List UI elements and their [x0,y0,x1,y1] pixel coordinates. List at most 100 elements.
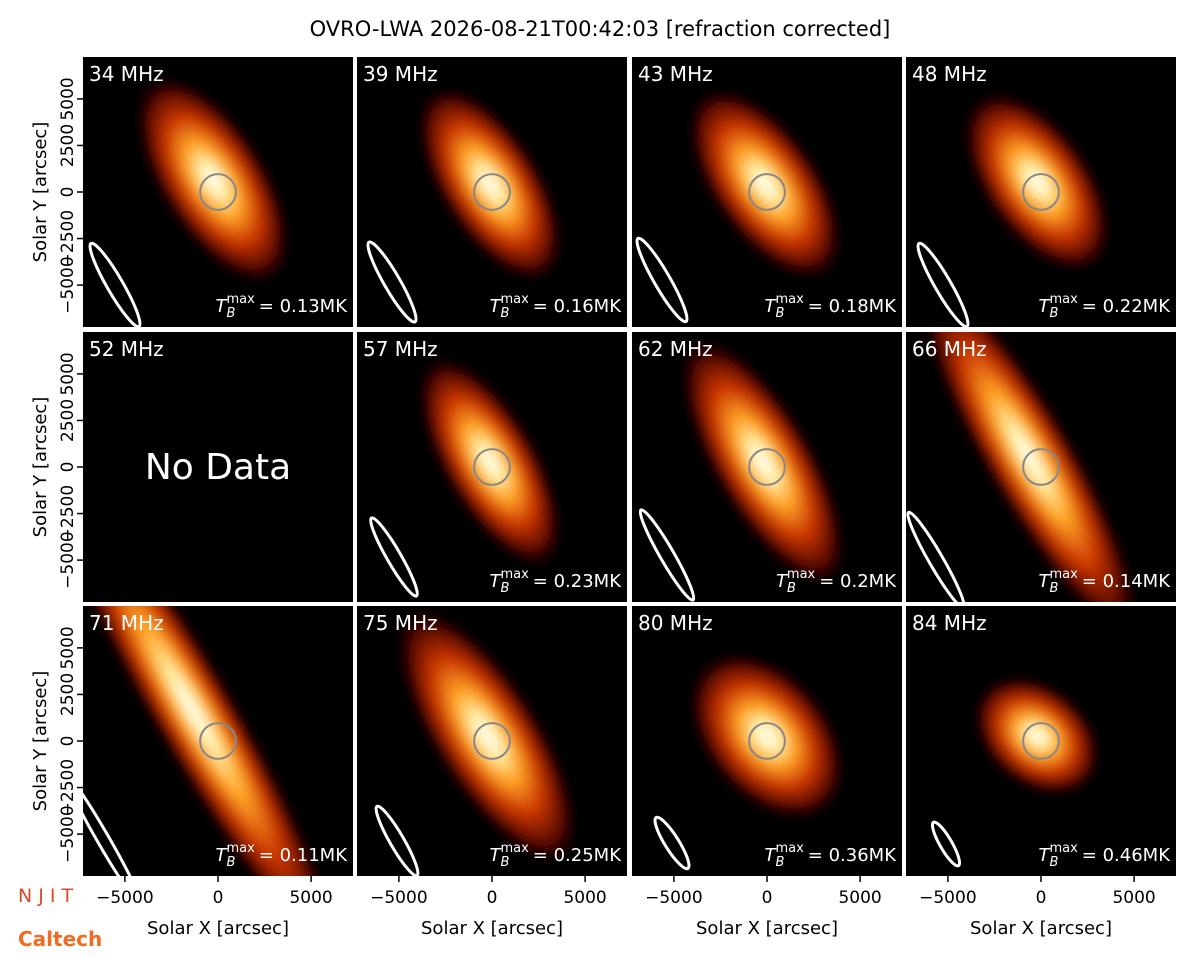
beam [930,820,962,868]
beam [374,804,420,876]
beam [83,772,143,876]
emission [416,84,564,284]
logo: N J I T [18,885,74,907]
emission [917,332,1141,602]
solar-disk [748,173,786,211]
emission [679,335,847,589]
tmax-label: TBmax = 0.23MK [490,567,623,596]
tmax-value: = 0.16MK [533,296,622,317]
y-axis-label: Solar Y [arcsec] [30,122,51,263]
tmax-label: TBmax = 0.36MK [765,841,898,870]
solar-disk [473,448,511,486]
x-axis-label: Solar X [arcsec] [970,918,1112,939]
y-tick-label: −5000 [58,805,78,863]
logo: Caltech [18,927,102,951]
tmax-value: = 0.23MK [533,571,622,592]
y-tick-label: 5000 [58,352,78,395]
x-tick-label: −5000 [645,888,703,908]
y-tick-label: 2500 [58,399,78,442]
solar-disk [1022,448,1060,486]
tmax-label: TBmax = 0.25MK [490,841,623,870]
panel-title: 39 MHz [363,62,438,86]
beam [916,241,970,327]
tmax-symbol: T [1039,571,1052,592]
panel [357,332,627,602]
figure-title: OVRO-LWA 2026-08-21T00:42:03 [refraction… [310,17,891,41]
panel-title: 71 MHz [89,611,164,635]
x-axis-label: Solar X [arcsec] [147,918,289,939]
tmax-symbol: T [776,571,789,592]
x-tick-label: −5000 [370,888,428,908]
x-tick-label: −5000 [919,888,977,908]
panel [83,57,353,327]
solar-disk [1022,722,1060,760]
x-tick-label: 5000 [838,888,881,908]
panel-title: 34 MHz [89,62,164,86]
beam [366,240,418,324]
tmax-sup: max [775,292,804,307]
tmax-sup: max [1049,292,1078,307]
tmax-sub: B [1050,581,1059,596]
tmax-label: TBmax = 0.13MK [216,292,349,321]
tmax-label: TBmax = 0.16MK [490,292,623,321]
panel-background [83,332,353,602]
x-axis-label: Solar X [arcsec] [696,918,838,939]
tmax-sub: B [501,306,510,321]
panel [357,606,627,876]
tmax-symbol: T [216,296,229,317]
x-tick-label: 0 [487,888,498,908]
y-tick-label: 0 [58,462,78,473]
tmax-label: TBmax = 0.2MK [776,567,897,596]
tmax-sup: max [1049,841,1078,856]
tmax-value: = 0.25MK [533,845,622,866]
solar-disk [473,173,511,211]
tmax-label: TBmax = 0.11MK [216,841,349,870]
tmax-sub: B [1050,855,1059,870]
y-tick-label: −5000 [58,256,78,314]
tmax-sup: max [1049,567,1078,582]
panel [632,57,902,327]
tmax-value: = 0.2MK [819,571,897,592]
y-tick-label: 0 [58,187,78,198]
y-tick-label: 5000 [58,626,78,669]
y-tick-label: 0 [58,736,78,747]
tmax-sub: B [227,855,236,870]
solar-disk [1022,173,1060,211]
solar-disk [199,722,237,760]
solar-disk [748,448,786,486]
tmax-symbol: T [765,845,778,866]
tmax-sub: B [227,306,236,321]
tmax-sup: max [500,292,529,307]
tmax-sup: max [500,567,529,582]
panel [632,606,902,876]
tmax-label: TBmax = 0.14MK [1039,567,1172,596]
tmax-value: = 0.18MK [808,296,897,317]
x-tick-label: 5000 [1112,888,1155,908]
emission [972,675,1102,797]
tmax-sub: B [1050,306,1059,321]
x-tick-label: 5000 [563,888,606,908]
tmax-sup: max [226,841,255,856]
beam [635,236,689,324]
beam [88,241,142,327]
tmax-value: = 0.36MK [808,845,897,866]
solar-disk [473,722,511,760]
tmax-symbol: T [1039,296,1052,317]
emission [83,606,341,876]
tmax-symbol: T [490,845,503,866]
tmax-value: = 0.14MK [1082,571,1171,592]
panel-title: 43 MHz [638,62,713,86]
panel [906,606,1176,876]
x-axis-label: Solar X [arcsec] [421,918,563,939]
tmax-value: = 0.22MK [1082,296,1171,317]
tmax-value: = 0.46MK [1082,845,1171,866]
tmax-symbol: T [1039,845,1052,866]
panel-title: 57 MHz [363,337,438,361]
tmax-sub: B [501,581,510,596]
y-tick-label: 2500 [58,124,78,167]
x-tick-label: 0 [762,888,773,908]
emission [687,651,847,821]
beam [638,508,696,602]
